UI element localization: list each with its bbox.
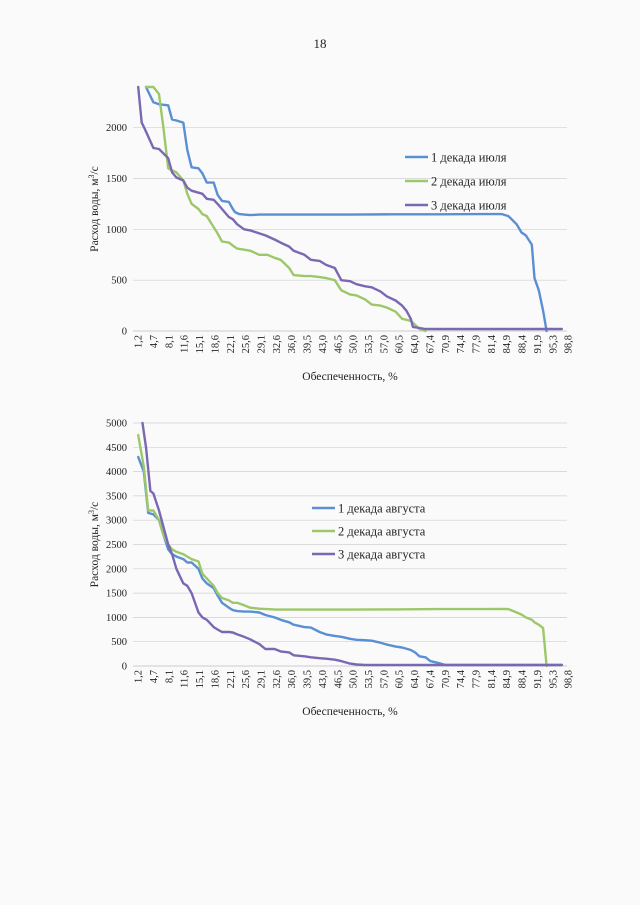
- x-tick-label: 64,0: [410, 670, 421, 688]
- chart-august: 0 500 1000 1500 2000 2500 3000 3500 4000 4500 5000…: [87, 419, 575, 719]
- x-tick-label: 98,8: [564, 670, 575, 688]
- x-tick-label: 57,0: [379, 670, 390, 688]
- x-tick-label: 29,1: [257, 670, 268, 688]
- y-tick-label: 1500: [106, 589, 127, 600]
- page-number: 18: [313, 36, 327, 51]
- y-tick-label: 4000: [106, 467, 127, 478]
- x-tick-label: 91,9: [533, 670, 544, 688]
- x-tick-label: 57,0: [379, 335, 390, 353]
- x-tick-label: 81,4: [487, 669, 498, 688]
- x-tick-label: 11,6: [180, 335, 191, 353]
- legend-label-3: 3 декада августа: [338, 548, 426, 562]
- y-tick-label: 1500: [106, 174, 127, 185]
- x-tick-label: 77,9: [472, 670, 483, 688]
- x-tick-label: 70,9: [441, 670, 452, 688]
- series-line-3: [136, 85, 563, 331]
- x-tick-label: 4,7: [149, 335, 160, 348]
- y-tick-label: 5000: [106, 419, 127, 430]
- x-tick-label: 84,9: [502, 670, 513, 688]
- y-tick-label: 0: [122, 662, 127, 673]
- legend-label-2: 2 декада августа: [338, 525, 426, 539]
- x-tick-label: 43,0: [318, 335, 329, 353]
- x-tick-label: 50,0: [349, 670, 360, 688]
- x-tick-label: 60,5: [395, 335, 406, 353]
- x-tick-label: 22,1: [226, 670, 237, 688]
- x-tick-label: 32,6: [272, 670, 283, 688]
- x-tick-label: 46,5: [333, 335, 344, 353]
- x-tick-label: 18,6: [210, 670, 221, 688]
- x-tick-label: 53,5: [364, 335, 375, 353]
- x-tick-label: 67,4: [425, 334, 436, 353]
- x-tick-label: 67,4: [425, 669, 436, 688]
- x-tick-label: 1,2: [134, 670, 145, 683]
- y-tick-label: 1000: [106, 225, 127, 236]
- x-tick-label: 29,1: [257, 335, 268, 353]
- x-tick-label: 91,9: [533, 335, 544, 353]
- x-tick-label: 84,9: [502, 335, 513, 353]
- x-axis-title: Обеспеченность, %: [302, 371, 398, 383]
- x-tick-label: 88,4: [518, 669, 529, 688]
- x-tick-label: 36,0: [287, 670, 298, 688]
- legend-label-1: 1 декада июля: [431, 151, 507, 165]
- x-tick-label: 25,6: [241, 670, 252, 688]
- legend-label-1: 1 декада августа: [338, 502, 426, 516]
- x-tick-label: 15,1: [195, 670, 206, 688]
- x-tick-label: 18,6: [210, 335, 221, 353]
- series-line-1: [144, 85, 548, 333]
- series-line-1: [136, 455, 563, 667]
- legend-label-3: 3 декада июля: [431, 199, 507, 213]
- y-tick-label: 0: [122, 327, 127, 338]
- y-tick-label: 500: [111, 276, 127, 287]
- x-tick-label: 46,5: [333, 670, 344, 688]
- y-tick-label: 4500: [106, 443, 127, 454]
- x-tick-label: 39,5: [303, 670, 314, 688]
- x-tick-label: 11,6: [180, 670, 191, 688]
- x-tick-label: 39,5: [303, 335, 314, 353]
- x-tick-label: 36,0: [287, 335, 298, 353]
- y-tick-label: 500: [111, 637, 127, 648]
- x-tick-label: 70,9: [441, 335, 452, 353]
- series-line-3: [141, 421, 563, 667]
- chart-july: 0 500 1000 1500 2000 1,2 4,7 8,1 11,6 15,1 18,6 22,…: [87, 85, 575, 383]
- x-tick-label: 50,0: [349, 335, 360, 353]
- x-tick-label: 25,6: [241, 335, 252, 353]
- x-axis-title: Обеспеченность, %: [302, 706, 398, 718]
- y-tick-label: 3500: [106, 491, 127, 502]
- x-tick-label: 74,4: [456, 669, 467, 688]
- x-tick-label: 64,0: [410, 335, 421, 353]
- x-tick-label: 8,1: [164, 335, 175, 348]
- y-tick-label: 1000: [106, 613, 127, 624]
- x-tick-label: 8,1: [164, 670, 175, 683]
- y-axis-title: Расход воды, м3/с: [87, 166, 101, 252]
- x-tick-label: 22,1: [226, 335, 237, 353]
- y-tick-label: 2000: [106, 564, 127, 575]
- x-tick-label: 15,1: [195, 335, 206, 353]
- y-tick-label: 2000: [106, 123, 127, 134]
- x-tick-label: 53,5: [364, 670, 375, 688]
- x-tick-label: 81,4: [487, 334, 498, 353]
- x-tick-label: 95,3: [548, 670, 559, 688]
- y-axis-title: Расход воды, м3/с: [87, 502, 101, 588]
- x-tick-label: 88,4: [518, 334, 529, 353]
- x-tick-label: 74,4: [456, 334, 467, 353]
- x-tick-label: 95,3: [548, 335, 559, 353]
- y-tick-label: 2500: [106, 540, 127, 551]
- x-tick-label: 43,0: [318, 670, 329, 688]
- y-tick-label: 3000: [106, 516, 127, 527]
- x-tick-label: 98,8: [564, 335, 575, 353]
- x-tick-label: 60,5: [395, 670, 406, 688]
- x-tick-label: 77,9: [472, 335, 483, 353]
- x-tick-label: 1,2: [134, 335, 145, 348]
- x-tick-label: 32,6: [272, 335, 283, 353]
- legend-label-2: 2 декада июля: [431, 175, 507, 189]
- x-tick-label: 4,7: [149, 670, 160, 683]
